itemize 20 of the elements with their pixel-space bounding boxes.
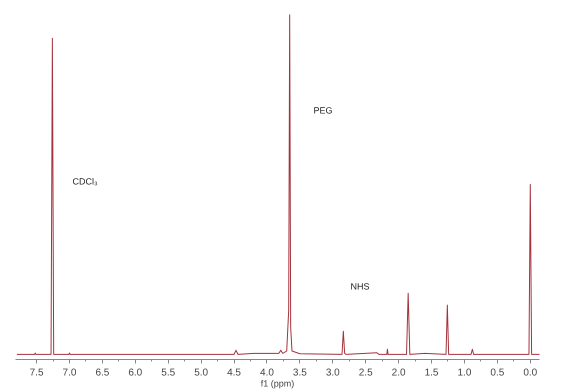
x-tick-label: 6.5 xyxy=(95,368,110,378)
x-tick-label: 3.5 xyxy=(292,368,308,378)
x-tick-label: 1.0 xyxy=(458,368,472,378)
x-tick-label: 4.0 xyxy=(260,368,274,378)
x-tick-label: 7.0 xyxy=(62,368,77,378)
x-tick-label: 7.5 xyxy=(30,368,44,378)
x-tick-label: 0.0 xyxy=(523,368,538,378)
x-tick-label: 5.0 xyxy=(194,368,209,378)
x-tick-label: 3.0 xyxy=(326,368,340,378)
x-tick-label: 4.5 xyxy=(227,368,242,378)
x-tick-label: 2.0 xyxy=(392,368,406,378)
annotation: CDCl₃ xyxy=(72,176,98,186)
x-axis-title: f1 (ppm) xyxy=(260,378,294,388)
annotation: NHS xyxy=(350,282,370,292)
x-tick-label: 2.5 xyxy=(358,368,374,378)
x-tick-label: 0.5 xyxy=(490,368,505,378)
x-tick-label: 1.5 xyxy=(424,368,439,378)
x-tick-label: 5.5 xyxy=(161,368,176,378)
annotation: PEG xyxy=(314,106,333,116)
x-tick-label: 6.0 xyxy=(128,368,143,378)
